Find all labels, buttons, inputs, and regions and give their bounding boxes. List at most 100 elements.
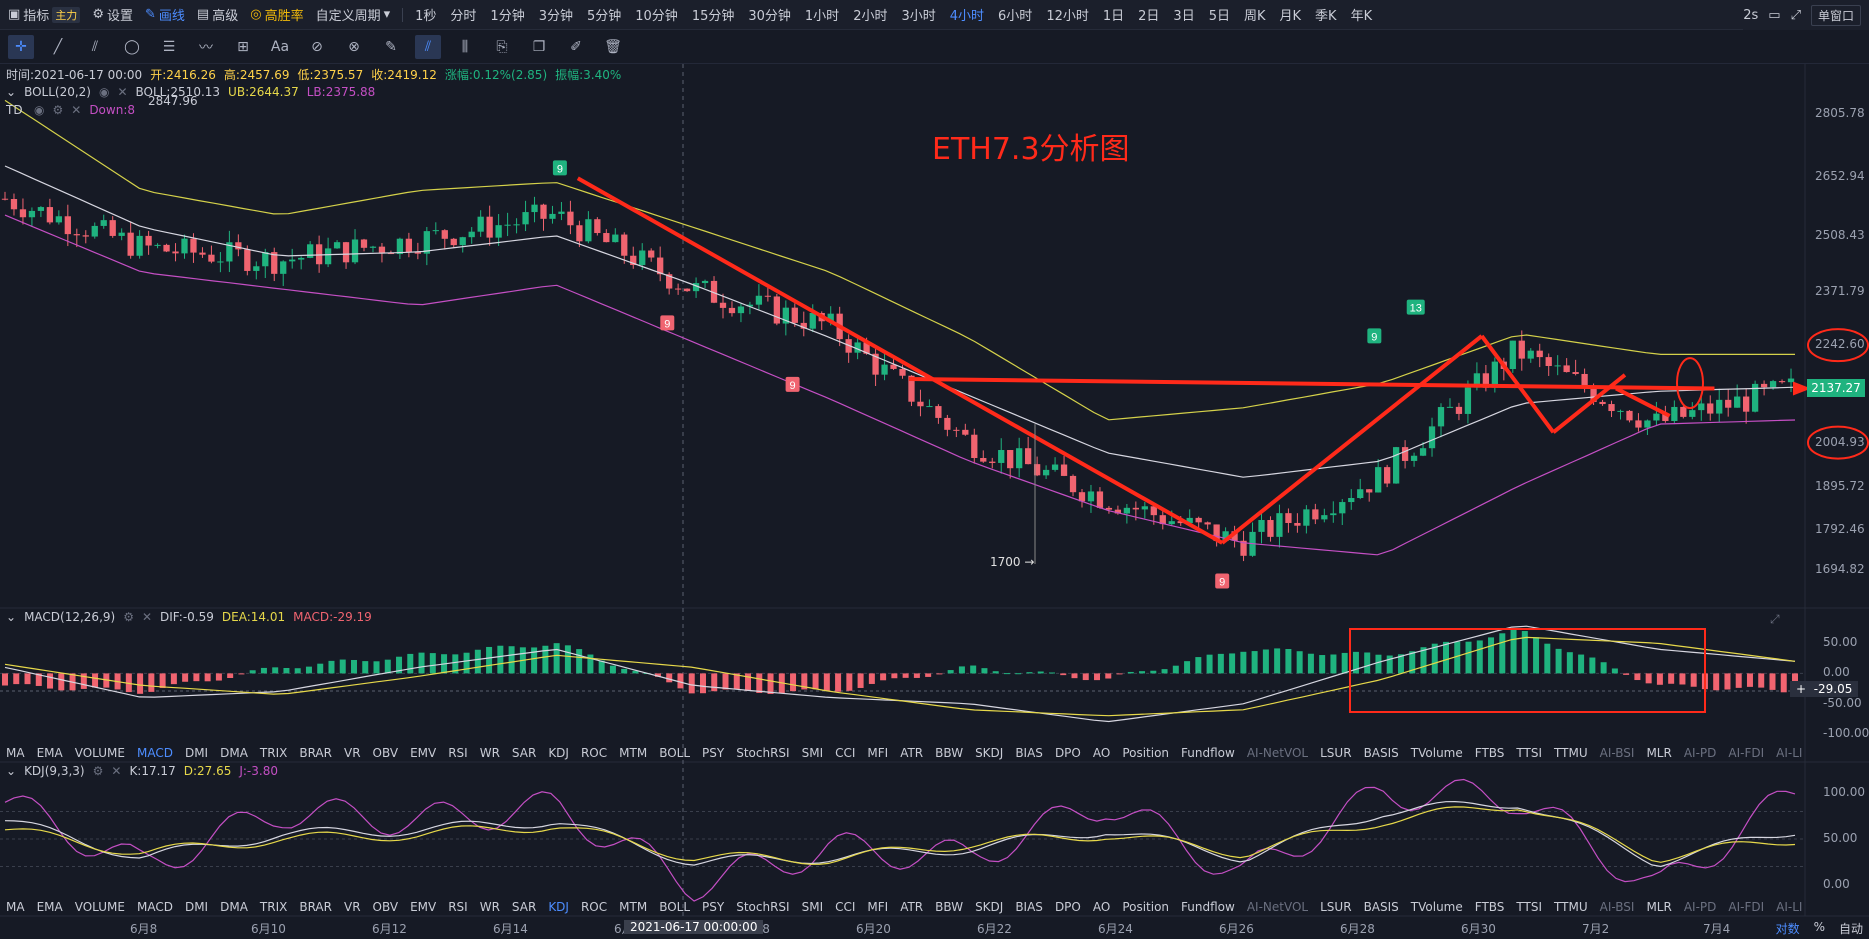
indicator-tab[interactable]: FTBS (1474, 746, 1505, 760)
indicator-tab[interactable]: AI-FDI (1728, 746, 1765, 760)
close-icon[interactable]: ✕ (71, 103, 82, 117)
indicator-tab[interactable]: AI-NetVOL (1246, 746, 1309, 760)
fib-tool-icon[interactable]: ☰ (162, 38, 176, 55)
compare-tool-icon[interactable]: ⫼ (461, 38, 469, 55)
lock-drawings-icon[interactable]: ⫽ (415, 34, 441, 59)
eye-icon[interactable]: ◉ (34, 103, 45, 117)
indicator-tab[interactable]: TVolume (1410, 900, 1463, 914)
text-tool-icon[interactable]: Aa (270, 38, 290, 55)
minimize-icon[interactable]: ▭ (1768, 7, 1781, 23)
indicator-tab[interactable]: VR (343, 746, 361, 760)
indicator-tab[interactable]: VOLUME (74, 746, 125, 760)
indicator-tab[interactable]: TTMU (1554, 746, 1588, 760)
indicator-tab[interactable]: AI-PD (1683, 746, 1717, 760)
topbar-item-3[interactable]: ▤ 高级 (197, 5, 238, 24)
close-icon[interactable]: ✕ (141, 610, 153, 624)
period-16[interactable]: 3日 (1173, 9, 1195, 24)
clipboard-icon[interactable]: ⎘ (496, 38, 508, 55)
period-5[interactable]: 10分钟 (635, 9, 678, 24)
indicator-tab[interactable]: BIAS (1015, 746, 1043, 760)
indicator-tab[interactable]: MFI (867, 746, 889, 760)
indicator-tab[interactable]: AO (1092, 746, 1111, 760)
indicator-tab[interactable]: BOLL (659, 746, 691, 760)
indicator-tab[interactable]: BBW (935, 746, 964, 760)
period-2[interactable]: 1分钟 (490, 9, 525, 24)
indicator-tab[interactable]: StochRSI (736, 900, 790, 914)
topbar-item-4[interactable]: ◎ 高胜率 (250, 5, 303, 24)
gear-icon[interactable]: ⚙ (92, 764, 104, 778)
indicator-tab[interactable]: ROC (580, 746, 608, 760)
indicator-tab[interactable]: LSUR (1320, 900, 1352, 914)
period-10[interactable]: 3小时 (901, 9, 936, 24)
edit-icon[interactable]: ✐ (570, 38, 582, 55)
trash-icon[interactable]: 🗑 (604, 38, 622, 55)
indicator-tab[interactable]: FTBS (1474, 900, 1505, 914)
window-mode-button[interactable]: 单窗口 (1810, 4, 1861, 26)
period-15[interactable]: 2日 (1138, 9, 1160, 24)
period-20[interactable]: 季K (1315, 9, 1337, 24)
indicator-tab[interactable]: TTSI (1516, 900, 1543, 914)
plus-icon[interactable]: + (1796, 682, 1807, 696)
indicator-tab[interactable]: BIAS (1015, 900, 1043, 914)
expand-icon[interactable]: ⤢ (1770, 612, 1780, 626)
indicator-tab[interactable]: Fundflow (1181, 746, 1235, 760)
indicator-tab[interactable]: EMV (410, 900, 437, 914)
parallel-channel-tool-icon[interactable]: ⫽ (91, 38, 99, 55)
eye-icon[interactable]: ◉ (98, 85, 110, 99)
indicator-tab[interactable]: BASIS (1363, 900, 1399, 914)
period-8[interactable]: 1小时 (804, 9, 840, 24)
indicator-tab[interactable]: OBV (372, 900, 399, 914)
hide-drawings-icon[interactable]: ⊗ (348, 38, 360, 55)
axis-mode-1[interactable]: % (1813, 920, 1825, 934)
period-21[interactable]: 年K (1350, 9, 1373, 24)
axis-mode-2[interactable]: 自动 (1838, 922, 1863, 936)
indicator-tab[interactable]: WR (479, 900, 500, 914)
indicator-tab[interactable]: BOLL (659, 900, 691, 914)
indicator-tab[interactable]: PSY (702, 900, 725, 914)
indicator-tab[interactable]: DMA (220, 746, 248, 760)
indicator-tab[interactable]: CCI (835, 746, 856, 760)
close-icon[interactable]: ✕ (111, 764, 122, 778)
axis-mode-0[interactable]: 对数 (1775, 922, 1800, 936)
indicator-tab[interactable]: TRIX (259, 900, 288, 914)
indicator-tab[interactable]: WR (479, 746, 500, 760)
close-icon[interactable]: ✕ (117, 85, 128, 99)
wave-tool-icon[interactable]: 〰 (199, 39, 213, 56)
indicator-tab[interactable]: BASIS (1363, 746, 1399, 760)
ruler-tool-icon[interactable]: ✎ (385, 38, 397, 55)
indicator-tab[interactable]: SMI (801, 900, 824, 914)
indicator-tab[interactable]: CCI (835, 900, 856, 914)
indicator-tab[interactable]: AI-BSI (1599, 746, 1635, 760)
indicator-tab[interactable]: SKDJ (975, 900, 1004, 914)
indicator-tab[interactable]: TTMU (1554, 900, 1588, 914)
indicator-tab[interactable]: DMI (184, 746, 209, 760)
indicator-tab[interactable]: Position (1122, 900, 1170, 914)
period-1[interactable]: 分时 (450, 9, 477, 24)
indicator-tab[interactable]: KDJ (548, 746, 569, 760)
indicator-tab[interactable]: AI-FDI (1728, 900, 1765, 914)
period-14[interactable]: 1日 (1102, 9, 1125, 24)
period-19[interactable]: 月K (1279, 9, 1302, 24)
indicator-tab[interactable]: ATR (900, 746, 924, 760)
refresh-rate[interactable]: 2s (1743, 7, 1759, 23)
indicator-tab[interactable]: DMA (220, 900, 248, 914)
indicator-tab[interactable]: ROC (580, 900, 608, 914)
copy-icon[interactable]: ❐ (532, 38, 546, 55)
indicator-tab[interactable]: AI-LI (1776, 900, 1803, 914)
crosshair-tool-icon[interactable]: ✛ (8, 34, 34, 59)
measure-tool-icon[interactable]: ⊞ (237, 38, 249, 55)
period-0[interactable]: 1秒 (415, 9, 437, 24)
indicator-tab[interactable]: AI-LI (1776, 746, 1803, 760)
indicator-tab[interactable]: DMI (184, 900, 209, 914)
indicator-tab[interactable]: MA (6, 900, 25, 914)
indicator-tab[interactable]: VOLUME (74, 900, 125, 914)
chevron-down-icon[interactable]: ⌄ (6, 85, 17, 99)
period-6[interactable]: 15分钟 (691, 9, 735, 24)
indicator-tab[interactable]: MTM (619, 746, 648, 760)
indicator-tab[interactable]: VR (343, 900, 361, 914)
topbar-item-1[interactable]: ⚙ 设置 (92, 5, 133, 24)
period-7[interactable]: 30分钟 (748, 9, 791, 24)
indicator-tab[interactable]: AO (1092, 900, 1111, 914)
indicator-tab[interactable]: MLR (1646, 746, 1672, 760)
indicator-tab[interactable]: SMI (801, 746, 824, 760)
